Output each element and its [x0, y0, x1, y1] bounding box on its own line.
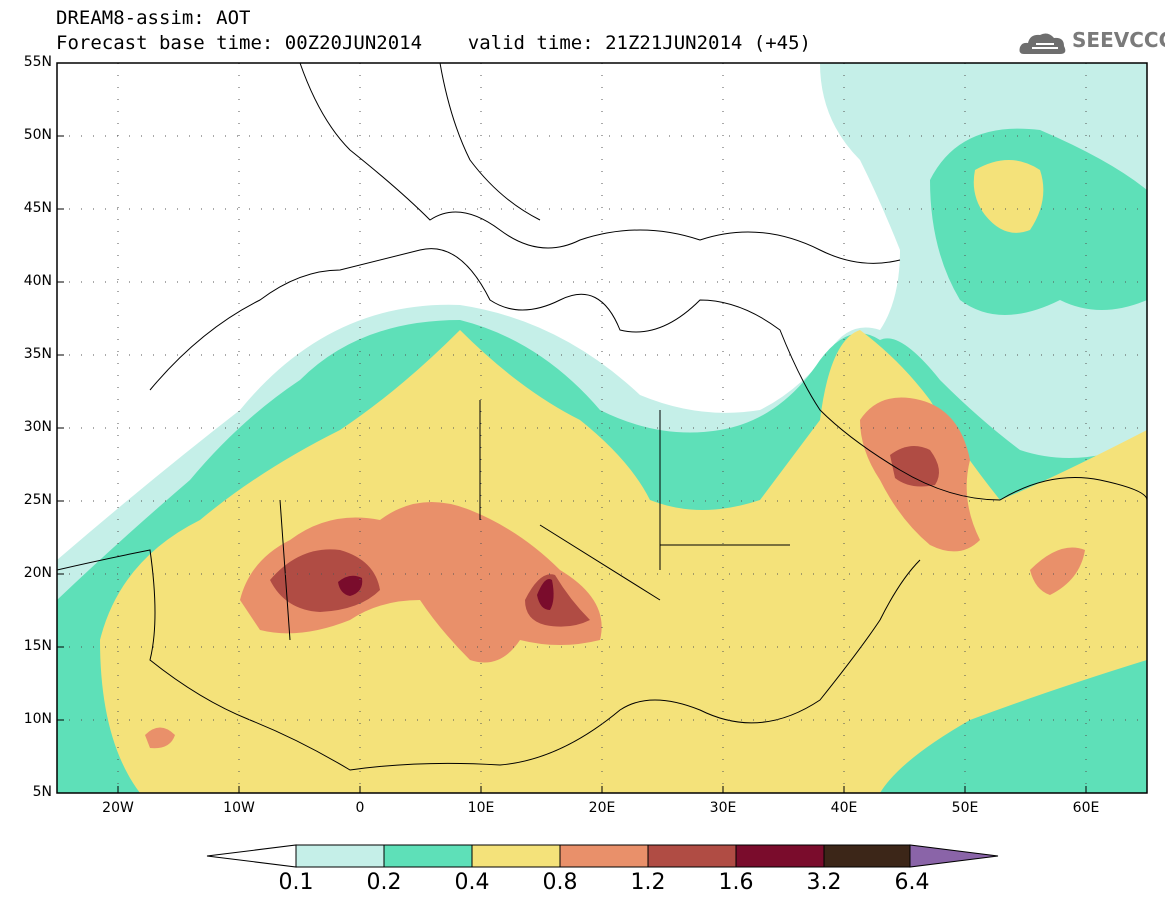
- axis-ticks: [57, 62, 1087, 794]
- lon-label: 10E: [467, 800, 495, 816]
- lon-label: 20E: [588, 800, 616, 816]
- colorbar-under-triangle: [206, 844, 297, 868]
- lat-label: 30N: [23, 419, 52, 435]
- colorbar: [206, 844, 999, 868]
- map-title: DREAM8-assim: AOT: [56, 7, 251, 29]
- lat-label: 50N: [23, 127, 52, 143]
- logo-text: SEEVCCC: [1072, 28, 1165, 52]
- lon-label: 0: [355, 800, 365, 816]
- colorbar-segment-5: [735, 844, 825, 868]
- lon-label: 10W: [223, 800, 255, 816]
- colorbar-label: 1.2: [630, 870, 666, 895]
- lat-label: 5N: [32, 784, 52, 800]
- lat-label: 40N: [23, 273, 52, 289]
- colorbar-label: 0.8: [542, 870, 578, 895]
- lat-label: 20N: [23, 565, 52, 581]
- colorbar-segment-3: [559, 844, 649, 868]
- colorbar-label: 0.4: [454, 870, 490, 895]
- lon-label: 60E: [1072, 800, 1100, 816]
- lat-label: 35N: [23, 346, 52, 362]
- lon-label: 40E: [830, 800, 858, 816]
- forecast-times: Forecast base time: 00Z20JUN2014 valid t…: [56, 32, 811, 54]
- colorbar-label: 0.1: [278, 870, 314, 895]
- colorbar-label: 1.6: [718, 870, 754, 895]
- colorbar-label: 0.2: [366, 870, 402, 895]
- lat-label: 10N: [23, 711, 52, 727]
- colorbar-segment-4: [647, 844, 737, 868]
- colorbar-over-triangle: [909, 844, 999, 868]
- lon-label: 20W: [102, 800, 134, 816]
- colorbar-segment-0: [295, 844, 385, 868]
- colorbar-segment-2: [471, 844, 561, 868]
- colorbar-label: 6.4: [894, 870, 930, 895]
- lat-label: 15N: [23, 638, 52, 654]
- aot-field: [57, 63, 1147, 793]
- lat-label: 55N: [23, 54, 52, 70]
- colorbar-label: 3.2: [806, 870, 842, 895]
- coastlines: [57, 63, 1147, 771]
- colorbar-segment-1: [383, 844, 473, 868]
- lon-label: 50E: [951, 800, 979, 816]
- colorbar-segment-6: [823, 844, 911, 868]
- cloud-icon: [1019, 33, 1066, 54]
- lat-label: 45N: [23, 200, 52, 216]
- lon-label: 30E: [709, 800, 737, 816]
- lat-label: 25N: [23, 492, 52, 508]
